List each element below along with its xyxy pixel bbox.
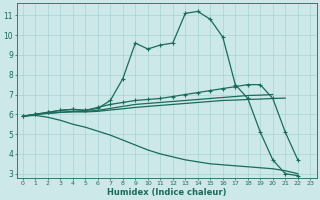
X-axis label: Humidex (Indice chaleur): Humidex (Indice chaleur) [107, 188, 226, 197]
